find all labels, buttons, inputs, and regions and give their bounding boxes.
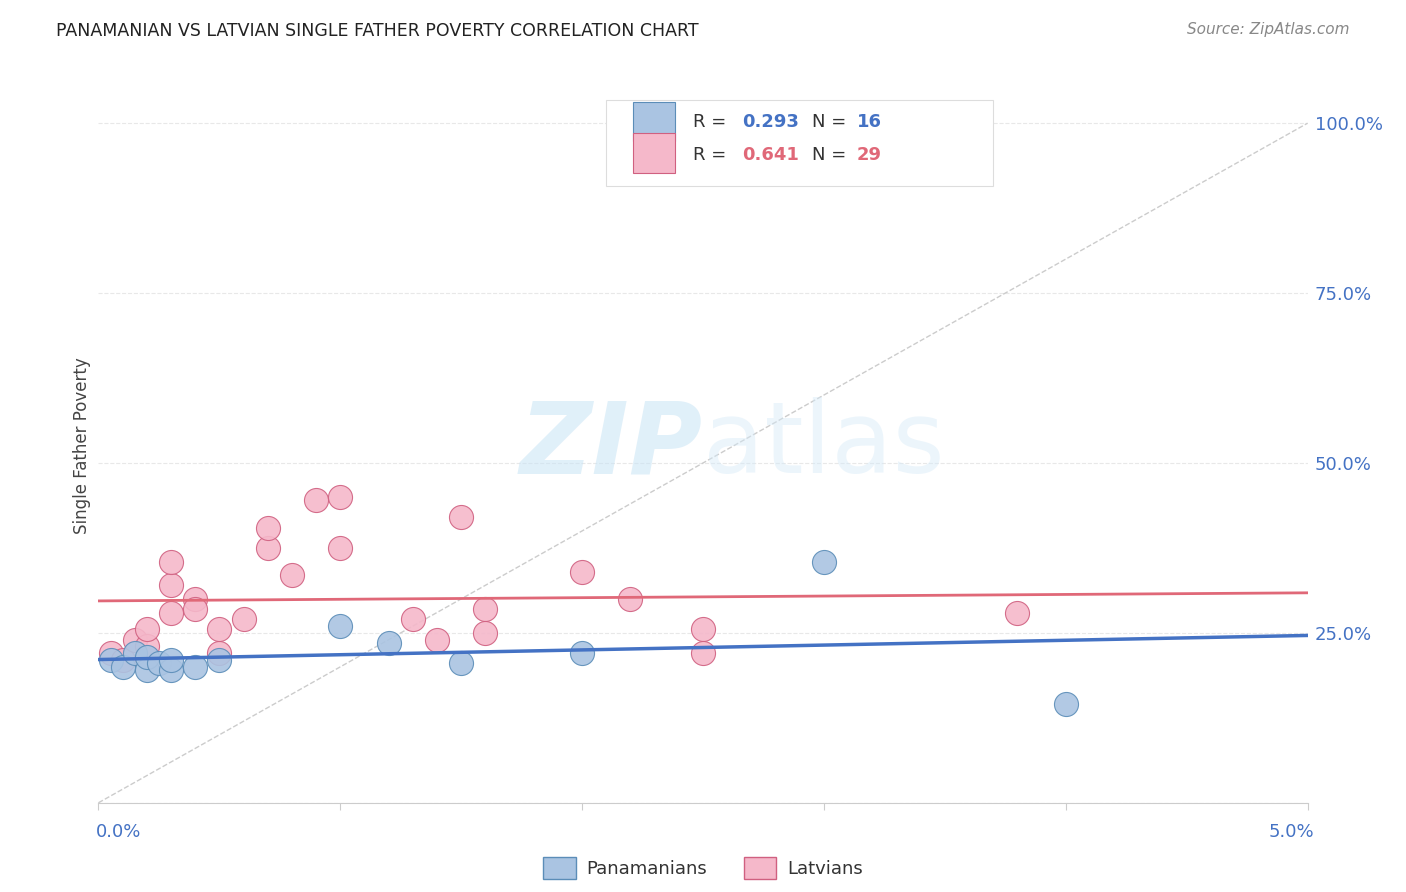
- Point: [692, 646, 714, 660]
- Point: [124, 632, 146, 647]
- Text: 0.293: 0.293: [742, 113, 799, 131]
- Point: [571, 565, 593, 579]
- Point: [256, 520, 278, 534]
- Point: [135, 649, 157, 664]
- Point: [474, 602, 496, 616]
- FancyBboxPatch shape: [606, 100, 993, 186]
- Point: [1054, 698, 1077, 712]
- Point: [111, 660, 134, 674]
- Text: R =: R =: [693, 113, 733, 131]
- Text: 29: 29: [856, 146, 882, 164]
- Text: 16: 16: [856, 113, 882, 131]
- Point: [305, 493, 328, 508]
- Point: [402, 612, 425, 626]
- Point: [124, 646, 146, 660]
- Text: ZIP: ZIP: [520, 398, 703, 494]
- Point: [329, 541, 352, 555]
- Text: N =: N =: [811, 113, 852, 131]
- Point: [160, 653, 183, 667]
- Point: [160, 663, 183, 677]
- Point: [100, 646, 122, 660]
- Text: PANAMANIAN VS LATVIAN SINGLE FATHER POVERTY CORRELATION CHART: PANAMANIAN VS LATVIAN SINGLE FATHER POVE…: [56, 22, 699, 40]
- Text: 5.0%: 5.0%: [1270, 822, 1315, 840]
- Point: [426, 632, 449, 647]
- Y-axis label: Single Father Poverty: Single Father Poverty: [73, 358, 91, 534]
- Point: [208, 623, 231, 637]
- Point: [450, 657, 472, 671]
- Point: [184, 602, 207, 616]
- FancyBboxPatch shape: [633, 102, 675, 141]
- Text: R =: R =: [693, 146, 733, 164]
- Point: [813, 555, 835, 569]
- Point: [111, 653, 134, 667]
- Point: [571, 646, 593, 660]
- Point: [1007, 606, 1029, 620]
- Point: [135, 640, 157, 654]
- Point: [232, 612, 254, 626]
- Point: [208, 653, 231, 667]
- Text: 0.641: 0.641: [742, 146, 799, 164]
- Point: [692, 623, 714, 637]
- Point: [135, 623, 157, 637]
- Point: [474, 626, 496, 640]
- Text: atlas: atlas: [703, 398, 945, 494]
- Text: 0.0%: 0.0%: [96, 822, 141, 840]
- Point: [100, 653, 122, 667]
- Point: [377, 636, 399, 650]
- Point: [184, 591, 207, 606]
- Point: [160, 555, 183, 569]
- Point: [329, 490, 352, 504]
- Point: [619, 591, 641, 606]
- Point: [450, 510, 472, 524]
- Text: Source: ZipAtlas.com: Source: ZipAtlas.com: [1187, 22, 1350, 37]
- Point: [329, 619, 352, 633]
- Point: [256, 541, 278, 555]
- Point: [281, 568, 304, 582]
- Point: [208, 646, 231, 660]
- FancyBboxPatch shape: [633, 134, 675, 173]
- Point: [160, 606, 183, 620]
- Point: [135, 663, 157, 677]
- Legend: Panamanians, Latvians: Panamanians, Latvians: [536, 850, 870, 887]
- Point: [160, 578, 183, 592]
- Text: N =: N =: [811, 146, 852, 164]
- Point: [184, 660, 207, 674]
- Point: [148, 657, 170, 671]
